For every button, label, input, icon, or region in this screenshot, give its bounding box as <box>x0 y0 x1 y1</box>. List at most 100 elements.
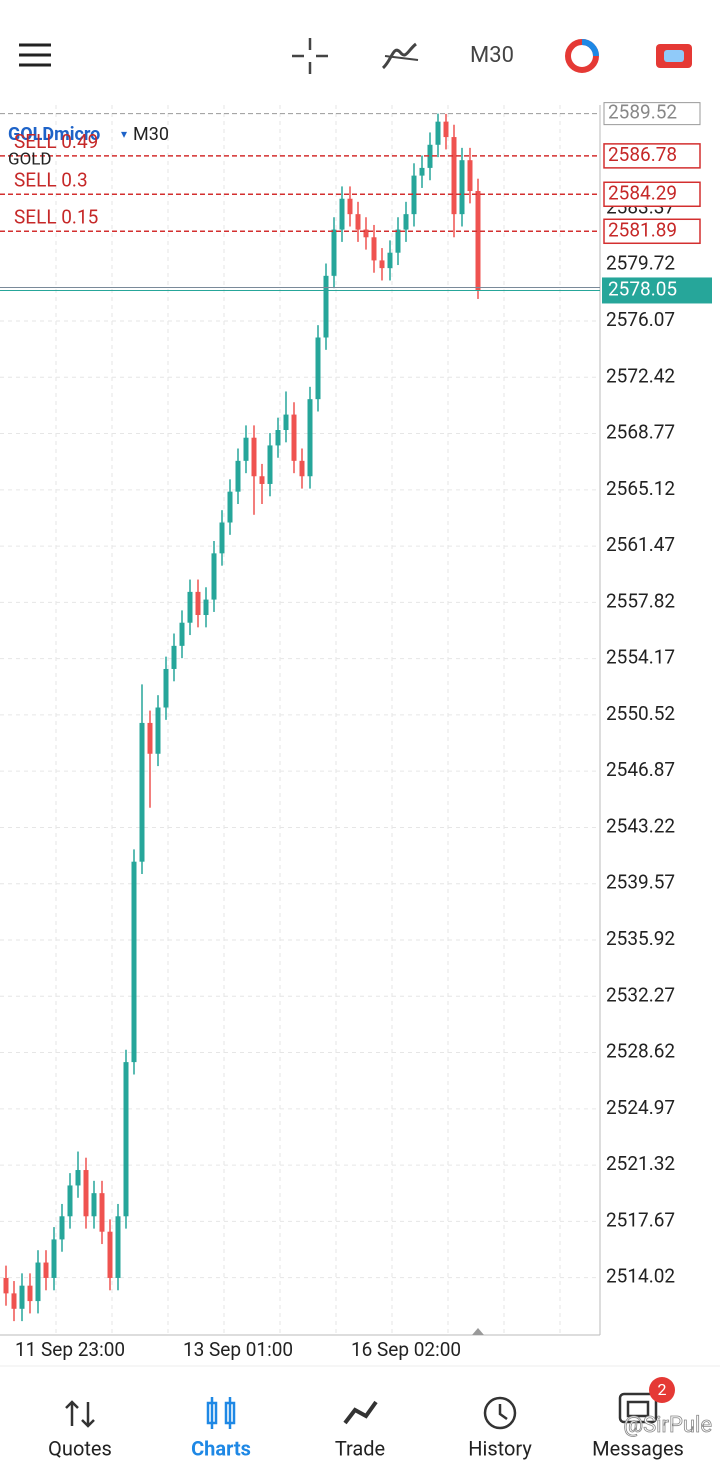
candle-body <box>419 167 425 176</box>
y-tick-label: 2568.77 <box>606 421 675 444</box>
candle-body <box>91 1193 97 1217</box>
candle-body <box>75 1170 81 1186</box>
price-label: 2589.52 <box>608 101 677 124</box>
candle-body <box>459 160 465 215</box>
candle-body <box>3 1277 9 1294</box>
candle-body <box>291 414 297 461</box>
symbol-description: GOLD <box>8 149 52 169</box>
order-price: 2581.89 <box>608 218 677 241</box>
grid <box>0 105 600 1335</box>
candle-body <box>203 599 209 616</box>
x-tick-label: 11 Sep 23:00 <box>15 1338 125 1361</box>
order-price-box <box>603 181 701 208</box>
candle-body <box>299 460 305 477</box>
candle-body <box>251 437 257 477</box>
order-price: 2584.29 <box>608 181 677 204</box>
candle-body <box>355 214 361 230</box>
order-label: SELL 0.49 <box>14 130 98 153</box>
candle-body <box>123 1062 129 1217</box>
y-tick-label: 2535.92 <box>606 927 675 950</box>
candle-body <box>11 1293 17 1309</box>
nav-tab[interactable]: History <box>468 1436 532 1460</box>
price-label: 2579.72 <box>606 252 675 275</box>
candle-body <box>219 522 225 554</box>
candle-body <box>227 491 233 523</box>
indicators-button[interactable] <box>381 42 419 70</box>
candle-body <box>139 722 145 862</box>
symbol-dropdown[interactable]: ▾ <box>121 127 127 141</box>
menu-button[interactable] <box>19 43 51 67</box>
candle-body <box>107 1231 113 1278</box>
candle-body <box>451 137 457 215</box>
candle-body <box>235 460 241 492</box>
candle-body <box>379 260 385 269</box>
y-tick-label: 2524.97 <box>606 1096 675 1119</box>
candle-body <box>195 591 201 616</box>
candle-body <box>371 237 377 261</box>
candle-body <box>443 121 449 138</box>
trade-button[interactable] <box>565 39 599 73</box>
order-price-box <box>603 218 701 245</box>
nav-tab[interactable]: Messages <box>592 1436 684 1460</box>
nav-tab[interactable]: Quotes <box>48 1436 112 1460</box>
y-tick-label: 2550.52 <box>606 702 675 725</box>
candle-body <box>115 1216 121 1278</box>
candle-body <box>267 445 273 484</box>
candle-body <box>179 622 185 646</box>
candle-body <box>315 337 321 400</box>
price-box <box>603 102 701 126</box>
candle-body <box>331 229 337 276</box>
candle-body <box>283 414 289 430</box>
nav-tab[interactable]: Trade <box>335 1436 385 1460</box>
candle-body <box>19 1285 25 1309</box>
candle-body <box>323 275 329 338</box>
x-tick-label: 16 Sep 02:00 <box>351 1338 461 1361</box>
bid-box <box>602 277 712 304</box>
nav-tab[interactable]: Charts <box>191 1436 251 1460</box>
candle-body <box>147 722 153 754</box>
candle-body <box>403 214 409 230</box>
candle-body <box>35 1262 41 1302</box>
order-price-box <box>603 143 701 169</box>
candle-body <box>363 229 369 238</box>
plot <box>0 113 600 1322</box>
y-tick-label: 2576.07 <box>606 308 675 331</box>
symbol-name[interactable]: GOLDmicro <box>8 124 100 145</box>
bid-price: 2578.05 <box>608 277 677 300</box>
candle-body <box>131 861 137 1063</box>
candle-body <box>467 160 473 192</box>
candle-body <box>427 144 433 168</box>
account-button[interactable] <box>656 44 692 68</box>
order-label: SELL 0.15 <box>14 205 98 228</box>
candle-body <box>275 429 281 446</box>
y-tick-label: 2532.27 <box>606 983 675 1006</box>
candle-body <box>187 591 193 623</box>
nav-icons <box>65 1392 658 1430</box>
candle-body <box>155 707 161 754</box>
candle-body <box>163 668 169 708</box>
candle-body <box>211 553 217 600</box>
candle-body <box>339 198 345 230</box>
y-tick-label: 2561.47 <box>606 533 675 556</box>
y-tick-label: 2565.12 <box>606 477 675 500</box>
bottom-nav: Quotes Charts Trade History Messages <box>48 1436 684 1460</box>
candle-body <box>259 476 265 484</box>
watermark: @SirPule <box>623 1413 712 1438</box>
candle-body <box>307 399 313 477</box>
y-tick-label: 2557.82 <box>606 589 675 612</box>
candle-body <box>347 198 353 215</box>
candle-body <box>59 1216 65 1240</box>
timeframe-button[interactable]: M30 <box>470 43 514 68</box>
y-tick-label: 2521.32 <box>606 1152 675 1175</box>
scroll-marker <box>472 1328 484 1335</box>
candle-body <box>475 191 481 291</box>
candle-body <box>243 437 249 461</box>
candle-body <box>51 1239 57 1278</box>
order-price: 2586.78 <box>608 143 677 166</box>
candle-body <box>83 1170 89 1217</box>
crosshair-button[interactable] <box>292 38 328 74</box>
y-tick-label: 2514.02 <box>606 1265 675 1288</box>
badge <box>649 1377 675 1403</box>
